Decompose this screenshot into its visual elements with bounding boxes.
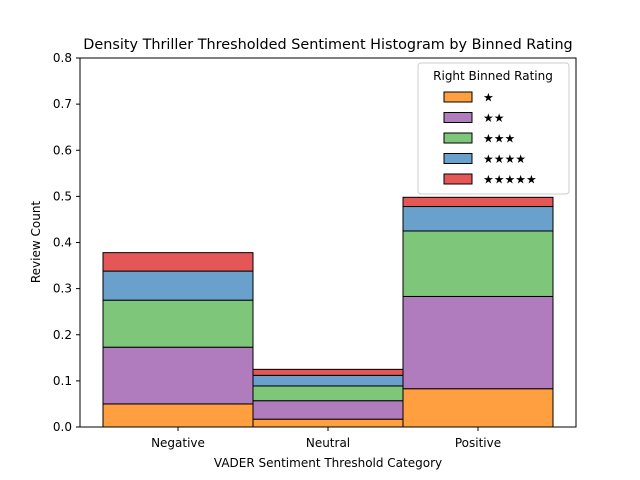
y-tick-label: 0.5 (53, 189, 72, 203)
legend-label-rating-5: ★★★★★ (483, 173, 537, 187)
legend-swatch-rating-4 (443, 153, 473, 164)
x-tick-label-neutral: Neutral (306, 436, 350, 450)
x-tick-label-negative: Negative (151, 436, 205, 450)
bar-positive-rating-1 (402, 388, 554, 428)
x-tick-label-positive: Positive (455, 436, 501, 450)
y-tick-label: 0.4 (53, 236, 72, 250)
bar-neutral-rating-3 (252, 385, 404, 402)
bars-group (102, 196, 554, 428)
y-tick-label: 0.0 (53, 420, 72, 434)
bar-positive-rating-5 (402, 196, 554, 208)
chart-title: Density Thriller Thresholded Sentiment H… (83, 37, 572, 53)
y-tick-label: 0.7 (53, 97, 72, 111)
legend-title: Right Binned Rating (433, 69, 553, 83)
y-tick-label: 0.2 (53, 328, 72, 342)
y-tick-label: 0.6 (53, 143, 72, 157)
bar-neutral-rating-2 (252, 400, 404, 420)
legend-label-rating-3: ★★★ (483, 132, 515, 146)
bar-positive-rating-2 (402, 295, 554, 390)
y-tick-label: 0.8 (53, 51, 72, 65)
legend-items: ★★★★★★★★★★★★★★★ (443, 91, 537, 187)
bar-negative-rating-4 (102, 270, 254, 301)
x-axis: Negative Neutral Positive (151, 427, 501, 450)
x-axis-label: VADER Sentiment Threshold Category (214, 456, 442, 470)
legend-swatch-rating-2 (443, 112, 473, 123)
legend-label-rating-4: ★★★★ (483, 152, 526, 166)
y-tick-label: 0.1 (53, 374, 72, 388)
legend-swatch-rating-5 (443, 173, 473, 185)
bar-negative-rating-5 (102, 252, 254, 272)
bar-positive-rating-4 (402, 206, 554, 232)
bar-neutral-rating-1 (252, 418, 404, 428)
y-axis-label: Review Count (29, 201, 43, 284)
legend: Right Binned Rating ★★★★★★★★★★★★★★★ (417, 62, 570, 195)
bar-neutral-rating-5 (252, 368, 404, 376)
bar-negative-rating-1 (102, 403, 254, 428)
y-tick-label: 0.3 (53, 282, 72, 296)
legend-label-rating-2: ★★ (483, 111, 505, 125)
legend-swatch-rating-1 (443, 91, 473, 103)
bar-neutral-rating-4 (252, 374, 404, 387)
bar-positive-rating-3 (402, 230, 554, 297)
legend-swatch-rating-3 (443, 132, 473, 144)
legend-label-rating-1: ★ (483, 91, 494, 105)
bar-negative-rating-2 (102, 346, 254, 405)
y-axis: 0.0 0.1 0.2 0.3 0.4 0.5 0.6 0.7 0.8 (53, 51, 80, 434)
bar-negative-rating-3 (102, 299, 254, 348)
